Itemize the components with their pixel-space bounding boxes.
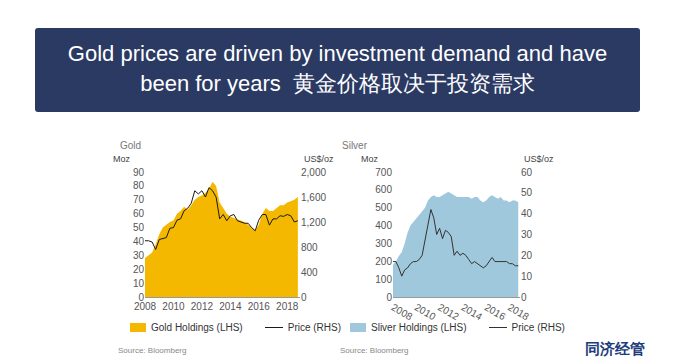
svg-text:40: 40	[133, 236, 145, 247]
svg-text:2010: 2010	[162, 301, 185, 312]
svg-text:700: 700	[375, 167, 392, 178]
html-text:Gold Holdings (LHS): Gold Holdings (LHS)	[151, 322, 243, 333]
svg-text:2014: 2014	[219, 301, 242, 312]
svg-text:0: 0	[386, 292, 392, 303]
svg-text:Gold: Gold	[120, 140, 141, 151]
svg-text:50: 50	[521, 187, 533, 198]
svg-text:10: 10	[521, 271, 533, 282]
svg-text:2,000: 2,000	[301, 167, 326, 178]
svg-text:500: 500	[375, 202, 392, 213]
html-text:黄金价格取决于投资需求: 黄金价格取决于投资需求	[292, 71, 535, 96]
svg-text:70: 70	[133, 194, 145, 205]
svg-text:0: 0	[138, 292, 144, 303]
html-text:同济经管: 同济经管	[585, 340, 645, 358]
svg-text:90: 90	[133, 167, 145, 178]
svg-text:2016: 2016	[483, 302, 508, 323]
svg-text:300: 300	[375, 238, 392, 249]
html-text:Sliver Holdings (LHS): Sliver Holdings (LHS)	[371, 322, 467, 333]
svg-text:80: 80	[133, 180, 145, 191]
svg-text:US$/oz: US$/oz	[304, 154, 334, 164]
svg-text:800: 800	[301, 242, 318, 253]
svg-text:2012: 2012	[191, 301, 214, 312]
svg-text:1,600: 1,600	[301, 192, 326, 203]
html-text:Source: Bloomberg: Source: Bloomberg	[118, 346, 187, 355]
svg-text:200: 200	[375, 256, 392, 267]
html-text:Source: Bloomberg: Source: Bloomberg	[340, 346, 409, 355]
svg-text:600: 600	[375, 184, 392, 195]
svg-text:2008: 2008	[134, 301, 157, 312]
svg-text:1,200: 1,200	[301, 217, 326, 228]
svg-text:US$/oz: US$/oz	[524, 154, 554, 164]
svg-text:50: 50	[133, 222, 145, 233]
svg-text:2010: 2010	[413, 302, 438, 323]
svg-text:60: 60	[521, 167, 533, 178]
svg-text:60: 60	[133, 208, 145, 219]
html-text:Price (RHS): Price (RHS)	[287, 322, 342, 333]
html-text:Price (RHS): Price (RHS)	[511, 322, 565, 333]
svg-text:Moz: Moz	[361, 154, 379, 164]
svg-text:400: 400	[375, 220, 392, 231]
svg-text:0: 0	[301, 292, 307, 303]
svg-text:40: 40	[521, 208, 533, 219]
svg-text:2018: 2018	[506, 302, 531, 323]
svg-text:2012: 2012	[436, 302, 461, 323]
svg-text:2016: 2016	[248, 301, 271, 312]
svg-text:100: 100	[375, 274, 392, 285]
svg-text:2014: 2014	[459, 302, 484, 323]
svg-text:2018: 2018	[276, 301, 299, 312]
svg-text:Silver: Silver	[342, 140, 368, 151]
svg-text:2008: 2008	[390, 302, 415, 323]
svg-text:20: 20	[133, 264, 145, 275]
svg-text:20: 20	[521, 250, 533, 261]
svg-text:0: 0	[521, 292, 527, 303]
svg-text:400: 400	[301, 267, 318, 278]
svg-text:30: 30	[133, 250, 145, 261]
html-text:Gold prices are driven by inve: Gold prices are driven by investment dem…	[67, 41, 608, 96]
svg-text:10: 10	[133, 278, 145, 289]
svg-text:30: 30	[521, 229, 533, 240]
svg-text:Moz: Moz	[113, 154, 131, 164]
